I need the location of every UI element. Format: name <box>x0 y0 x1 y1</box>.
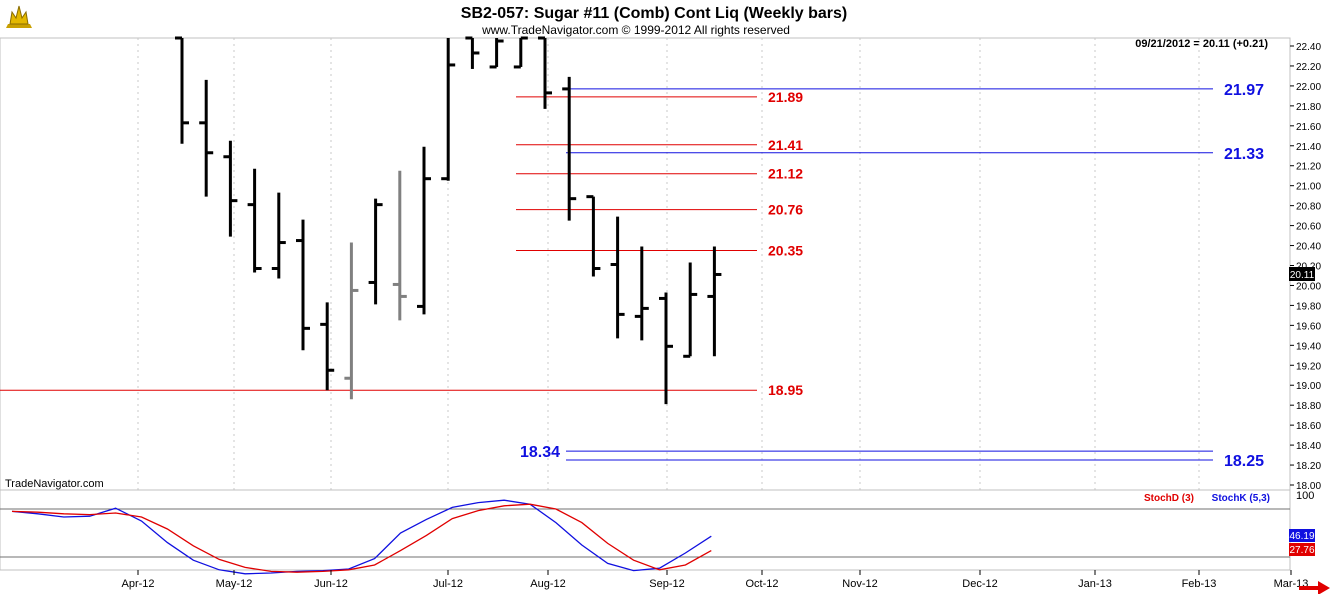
ohlc-bar[interactable] <box>634 246 649 341</box>
scroll-right-arrow-icon[interactable] <box>1299 581 1330 594</box>
stoch-k-line[interactable] <box>11 499 712 575</box>
level-label-20.76: 20.76 <box>768 202 803 218</box>
stoch-k-value: 46.19 <box>1289 531 1314 542</box>
ohlc-bars <box>175 36 722 405</box>
price-tick-label: 19.40 <box>1296 341 1321 352</box>
ohlc-bar[interactable] <box>296 219 310 351</box>
ohlc-bar[interactable] <box>489 38 504 69</box>
price-tick-label: 20.80 <box>1296 202 1321 213</box>
last-value-tag: 20.11 <box>1289 267 1315 281</box>
date-tick-label: Sep-12 <box>649 578 684 590</box>
stoch-d-tag: 27.76 <box>1289 543 1315 556</box>
date-tick-label: May-12 <box>216 578 253 590</box>
ohlc-bar[interactable] <box>441 38 456 181</box>
ohlc-bar[interactable] <box>513 36 528 69</box>
ohlc-bar[interactable] <box>659 292 673 405</box>
price-tick-label: 20.00 <box>1296 281 1321 292</box>
level-label-20.35: 20.35 <box>768 243 803 259</box>
price-levels: 21.89 21.41 21.12 20.76 20.35 18.95 21.97 21.33… <box>0 82 1264 470</box>
level-label-18.34: 18.34 <box>520 444 560 461</box>
ohlc-bar[interactable] <box>417 146 431 315</box>
last-quote-text: 09/21/2012 = 20.11 (+0.21) <box>1135 38 1268 50</box>
price-panel-frame <box>0 37 1291 491</box>
price-tick-label: 20.40 <box>1296 242 1321 253</box>
price-tick-label: 19.80 <box>1296 301 1321 312</box>
trade-navigator-logo-icon[interactable] <box>4 3 34 33</box>
copyright-text: www.TradeNavigator.com © 1999-2012 All r… <box>481 23 790 37</box>
date-tick-label: Nov-12 <box>842 578 877 590</box>
ohlc-bar[interactable] <box>707 246 722 357</box>
price-tick-label: 18.80 <box>1296 401 1321 412</box>
date-tick-label: Apr-12 <box>121 578 154 590</box>
price-tick-label: 21.20 <box>1296 162 1321 173</box>
ohlc-bar[interactable] <box>562 76 577 221</box>
ohlc-bar[interactable] <box>465 36 480 69</box>
price-tick-label: 18.60 <box>1296 421 1321 432</box>
ohlc-bar[interactable] <box>368 198 383 305</box>
price-tick-label: 18.20 <box>1296 461 1321 472</box>
date-tick-label: Feb-13 <box>1182 578 1217 590</box>
legend-stochd: StochD (3) <box>1144 493 1194 504</box>
ohlc-bar[interactable] <box>271 192 286 279</box>
stoch-k-tag: 46.19 <box>1289 529 1315 542</box>
date-tick-label: Jul-12 <box>433 578 463 590</box>
ohlc-bar[interactable] <box>344 242 359 400</box>
price-tick-label: 22.40 <box>1296 42 1321 53</box>
stochastic-panel-frame <box>0 489 1291 571</box>
ohlc-bar[interactable] <box>175 36 189 144</box>
price-grid <box>137 38 1200 490</box>
price-tick-label: 19.00 <box>1296 381 1321 392</box>
date-axis[interactable]: Apr-12 May-12 Jun-12 Jul-12 Aug-12 Sep-12 Oct-… <box>121 570 1308 590</box>
date-tick-label: Jan-13 <box>1078 578 1112 590</box>
price-tick-label: 21.60 <box>1296 122 1321 133</box>
level-label-21.12: 21.12 <box>768 166 803 182</box>
date-tick-label: Dec-12 <box>962 578 997 590</box>
ohlc-bar[interactable] <box>683 262 698 358</box>
ohlc-bar[interactable] <box>610 216 625 339</box>
price-tick-label: 21.00 <box>1296 182 1321 193</box>
stoch-d-value: 27.76 <box>1289 545 1314 556</box>
stochastic-lines <box>11 499 712 575</box>
ohlc-bar[interactable] <box>320 302 335 391</box>
watermark-text: TradeNavigator.com <box>5 478 104 490</box>
price-tick-label: 20.60 <box>1296 222 1321 233</box>
price-tick-label: 19.20 <box>1296 361 1321 372</box>
legend-stochk: StochK (5,3) <box>1212 493 1270 504</box>
date-tick-label: Oct-12 <box>745 578 778 590</box>
price-tick-label: 21.80 <box>1296 102 1321 113</box>
ohlc-bar[interactable] <box>538 36 552 109</box>
stochastic-panel[interactable]: StochD (3) StochK (5,3) 100 46.19 27.76 <box>0 489 1315 575</box>
date-tick-label: Jun-12 <box>314 578 348 590</box>
price-tick-label: 22.00 <box>1296 82 1321 93</box>
level-label-21.33: 21.33 <box>1224 146 1264 163</box>
stoch-d-line[interactable] <box>11 503 712 573</box>
stoch-axis-tick-100: 100 <box>1296 490 1314 502</box>
level-label-21.89: 21.89 <box>768 89 803 105</box>
ohlc-bar[interactable] <box>392 170 407 321</box>
level-label-21.41: 21.41 <box>768 137 803 153</box>
chart-title: SB2-057: Sugar #11 (Comb) Cont Liq (Week… <box>461 5 847 22</box>
last-value-text: 20.11 <box>1290 270 1315 281</box>
price-tick-label: 18.00 <box>1296 481 1321 492</box>
ohlc-bar[interactable] <box>199 79 214 197</box>
ohlc-bar[interactable] <box>247 168 262 273</box>
price-panel[interactable]: 21.89 21.41 21.12 20.76 20.35 18.95 21.97 21.33… <box>0 36 1291 491</box>
level-label-18.95: 18.95 <box>768 382 803 398</box>
price-tick-label: 18.40 <box>1296 441 1321 452</box>
price-tick-label: 22.20 <box>1296 62 1321 73</box>
ohlc-bar[interactable] <box>586 195 601 277</box>
date-tick-label: Aug-12 <box>530 578 565 590</box>
price-tick-label: 21.40 <box>1296 142 1321 153</box>
ohlc-bar[interactable] <box>223 140 238 237</box>
price-tick-label: 19.60 <box>1296 321 1321 332</box>
level-label-21.97: 21.97 <box>1224 82 1264 99</box>
level-label-18.25: 18.25 <box>1224 453 1264 470</box>
